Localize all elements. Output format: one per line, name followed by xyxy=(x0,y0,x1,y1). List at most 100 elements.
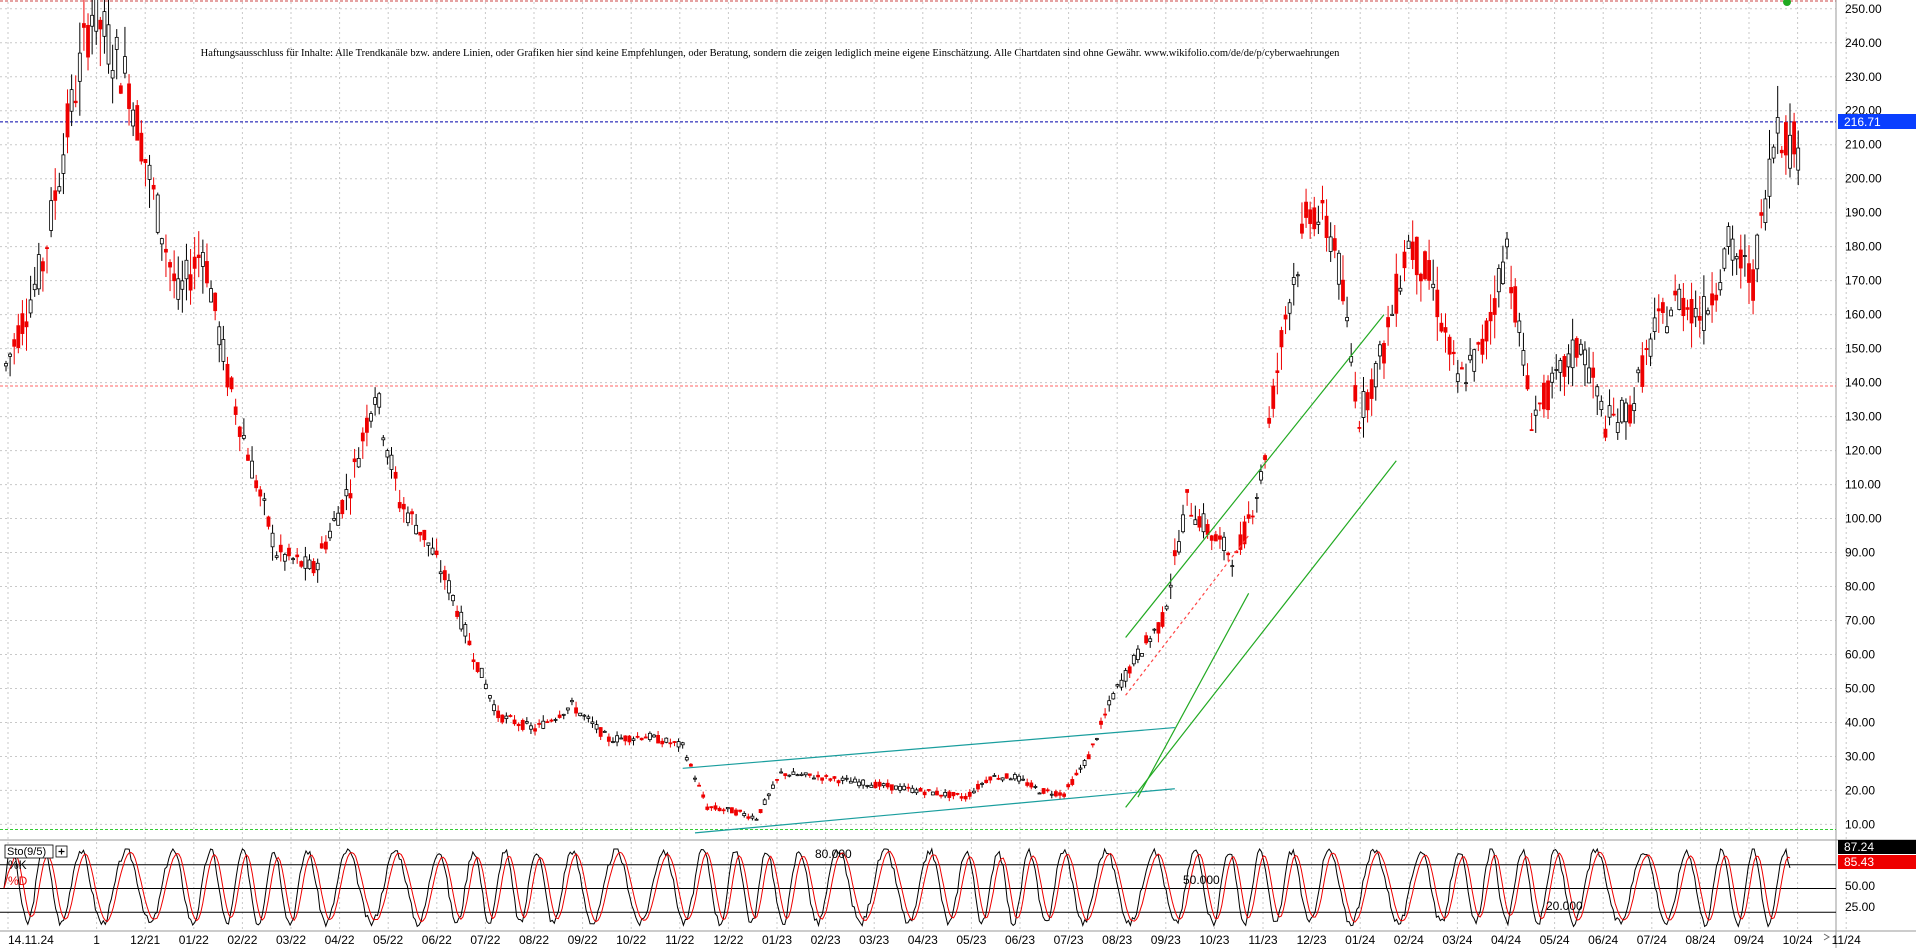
candle-body xyxy=(274,555,279,558)
candle-body xyxy=(615,735,619,743)
candle-body xyxy=(635,735,640,738)
stoch-k-line xyxy=(3,847,1791,928)
candle-body xyxy=(1090,743,1095,746)
stoch-level-80-label: 80.000 xyxy=(815,847,852,861)
candle-body xyxy=(323,541,328,550)
candle-body xyxy=(373,397,378,405)
candle-body xyxy=(1562,356,1567,377)
candle-body xyxy=(483,683,488,689)
candle-body xyxy=(41,261,45,272)
candle-body xyxy=(389,454,394,470)
candle-body xyxy=(295,554,300,558)
candle-body xyxy=(795,774,800,777)
candle-body xyxy=(406,512,410,524)
x-tick-label: 06/24 xyxy=(1588,933,1618,947)
candle-body xyxy=(1226,552,1231,556)
candle-body xyxy=(164,248,168,253)
y-tick-label: 100.00 xyxy=(1845,512,1882,526)
candle-body xyxy=(647,732,652,740)
candle-body xyxy=(533,728,537,732)
candle-body xyxy=(1648,338,1653,357)
time-axis: 14.11.24 1 12/21 01/22 02/22 03/22 04/22 05/22 0… xyxy=(8,933,1861,947)
candle-body xyxy=(1012,774,1017,780)
candle-body xyxy=(565,707,570,711)
candle-body xyxy=(1119,679,1124,688)
candle-body xyxy=(418,531,423,536)
candle-body xyxy=(328,530,332,539)
candle-body xyxy=(438,571,443,575)
candle-body xyxy=(1783,122,1788,156)
candle-body xyxy=(1316,221,1321,225)
candle-body xyxy=(1410,241,1415,260)
candle-body xyxy=(1263,455,1267,461)
candle-body xyxy=(939,794,943,797)
y-tick-label: 170.00 xyxy=(1845,274,1882,288)
candle-body xyxy=(69,89,74,112)
candle-body xyxy=(1111,693,1116,700)
x-tick-label: 07/22 xyxy=(470,933,500,947)
candle-body xyxy=(110,70,115,79)
candle-body xyxy=(188,274,193,291)
scroll-right-icon[interactable] xyxy=(1823,933,1830,941)
candle-body xyxy=(385,450,390,458)
candle-body xyxy=(1505,238,1509,248)
x-tick-label: 02/22 xyxy=(227,933,257,947)
candle-body xyxy=(369,413,373,422)
candle-body xyxy=(262,498,267,501)
candle-body xyxy=(594,724,599,730)
candle-body xyxy=(1058,792,1062,796)
candle-body xyxy=(1480,338,1485,355)
candle-body xyxy=(606,736,611,742)
candle-body xyxy=(783,773,788,777)
candle-body xyxy=(233,406,238,415)
candle-body xyxy=(816,774,820,778)
candle-body xyxy=(16,325,21,349)
candle-body xyxy=(1525,375,1530,390)
candle-body xyxy=(77,52,82,82)
candle-body xyxy=(217,326,222,346)
candle-body xyxy=(602,730,607,733)
candle-body xyxy=(442,570,447,581)
candle-body xyxy=(898,785,902,791)
candle-body xyxy=(118,85,123,94)
candle-body xyxy=(98,19,103,30)
candle-body xyxy=(1763,198,1768,224)
candle-body xyxy=(598,727,603,737)
candle-body xyxy=(397,502,402,509)
candle-body xyxy=(492,704,496,712)
candle-body xyxy=(1123,670,1128,682)
candle-body xyxy=(516,723,521,727)
candle-body xyxy=(1218,535,1222,540)
candle-body xyxy=(738,809,743,812)
candle-body xyxy=(1792,121,1797,155)
candle-body xyxy=(1591,367,1596,378)
candle-body xyxy=(1160,612,1165,627)
candle-body xyxy=(307,559,312,570)
candle-body xyxy=(1189,514,1194,517)
x-tick-label: 04/24 xyxy=(1491,933,1521,947)
candle-body xyxy=(1402,251,1407,269)
candle-body xyxy=(943,791,948,797)
candle-body xyxy=(873,781,878,789)
y-tick-label: 180.00 xyxy=(1845,240,1882,254)
x-tick-label: 08/24 xyxy=(1685,933,1715,947)
candle-body xyxy=(1250,515,1255,518)
candle-body xyxy=(205,261,209,284)
candle-body xyxy=(709,806,714,809)
y-tick-label: 160.00 xyxy=(1845,308,1882,322)
stoch-indicator-label[interactable]: Sto(9/5) xyxy=(4,844,68,859)
candle-body xyxy=(65,103,70,138)
x-tick-label: 01/24 xyxy=(1345,933,1375,947)
disclaimer-text: Haftungsausschluss für Inhalte: Alle Tre… xyxy=(201,48,1340,59)
candle-body xyxy=(508,715,513,717)
candle-body xyxy=(1427,260,1431,281)
candle-body xyxy=(1029,782,1034,788)
candle-body xyxy=(365,417,369,433)
candle-body xyxy=(1451,351,1456,355)
candle-body xyxy=(1181,514,1185,533)
candle-body xyxy=(1361,391,1366,418)
candle-body xyxy=(1788,134,1792,169)
y-tick-label: 90.00 xyxy=(1845,546,1875,560)
candle-body xyxy=(1390,313,1395,316)
y-tick-label: 10.00 xyxy=(1845,817,1875,831)
